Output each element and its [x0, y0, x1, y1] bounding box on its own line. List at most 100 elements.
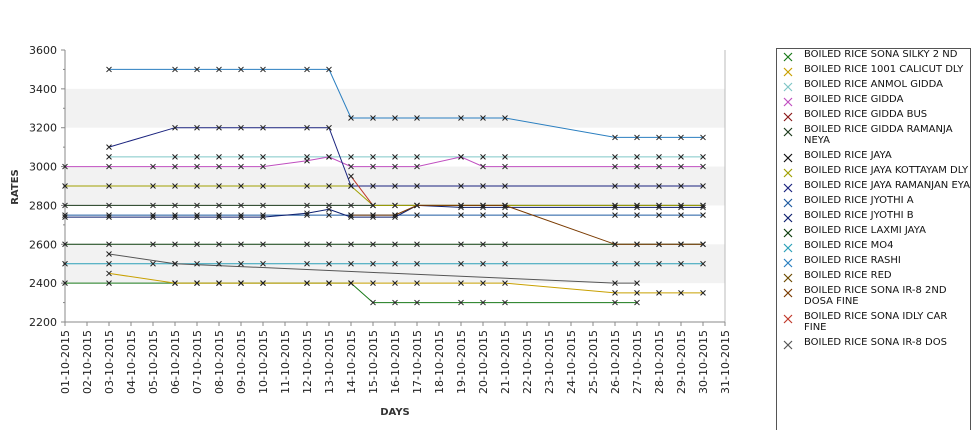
data-point	[612, 212, 618, 218]
data-point	[194, 260, 200, 267]
data-point	[216, 202, 222, 209]
data-point	[106, 251, 112, 257]
x-tick-label: 05-10-2015	[147, 330, 160, 394]
x-axis: 01-10-2015 02-10-2015 03-10-2015 04-10-2015…	[59, 321, 732, 394]
legend-item: BOILED RICE SONA IR-8 2ND DOSA FINE	[777, 285, 970, 307]
legend-item: BOILED RICE GIDDA RAMANJA NEYA	[777, 124, 970, 146]
data-point	[106, 241, 112, 248]
data-point	[348, 241, 354, 248]
data-point	[458, 154, 464, 160]
data-point	[260, 154, 266, 160]
data-point	[106, 183, 112, 189]
x-tick-label: 22-10-2015	[521, 330, 534, 394]
x-tick-label: 26-10-2015	[609, 330, 622, 394]
legend-marker-icon	[783, 112, 793, 122]
data-point	[678, 241, 684, 248]
data-point	[194, 280, 200, 286]
data-point	[480, 204, 486, 211]
x-tick-label: 27-10-2015	[631, 330, 644, 394]
data-point	[612, 290, 618, 296]
data-point	[238, 124, 244, 131]
legend-item: BOILED RICE ANMOL GIDDA	[777, 79, 970, 92]
legend-label: BOILED RICE GIDDA BUS	[804, 109, 928, 120]
data-point	[260, 66, 266, 73]
data-point	[502, 260, 508, 267]
data-point	[194, 183, 200, 189]
data-point	[656, 183, 662, 189]
data-point	[700, 204, 706, 211]
legend-item: BOILED RICE JAYA KOTTAYAM DLY	[777, 165, 970, 178]
legend-marker-icon	[783, 82, 793, 92]
data-point	[326, 124, 332, 131]
data-point	[634, 299, 640, 306]
data-point	[106, 260, 112, 267]
data-point	[238, 260, 244, 267]
data-point	[370, 260, 376, 267]
data-point	[62, 241, 68, 248]
data-point	[678, 290, 684, 296]
x-tick-label: 17-10-2015	[411, 330, 424, 394]
legend-label: BOILED RICE SONA IR-8 2ND DOSA FINE	[804, 285, 947, 307]
data-point	[480, 241, 486, 248]
data-point	[392, 214, 398, 220]
data-point	[634, 154, 640, 160]
data-point	[194, 154, 200, 160]
x-tick-label: 13-10-2015	[323, 330, 336, 394]
data-point	[392, 260, 398, 267]
data-point	[370, 214, 376, 220]
data-point	[150, 241, 156, 248]
data-point	[238, 183, 244, 189]
data-point	[414, 241, 420, 248]
legend-label: BOILED RICE JAYA RAMANJAN EYA	[804, 180, 970, 191]
data-point	[172, 124, 178, 131]
series-lines	[65, 68, 703, 304]
x-tick-label: 29-10-2015	[675, 330, 688, 394]
data-point	[348, 154, 354, 160]
data-point	[634, 260, 640, 267]
data-point	[700, 134, 706, 141]
data-point	[480, 115, 486, 121]
chart-legend: BOILED RICE SONA SILKY 2 ND BOILED RICE 1…	[776, 48, 971, 430]
data-point	[172, 212, 178, 218]
legend-item: BOILED RICE GIDDA BUS	[777, 109, 970, 122]
legend-label: BOILED RICE SONA IR-8 DOS	[804, 337, 947, 348]
data-point	[260, 124, 266, 131]
data-point	[62, 280, 68, 286]
data-point	[62, 202, 68, 209]
data-point	[502, 204, 508, 211]
y-tick-label: 2400	[29, 277, 57, 290]
x-tick-label: 16-10-2015	[389, 330, 402, 394]
data-point	[700, 163, 706, 170]
data-point	[458, 212, 464, 218]
data-point	[414, 154, 420, 160]
data-point	[414, 163, 420, 170]
data-point	[172, 163, 178, 170]
data-point	[700, 241, 706, 248]
data-point	[194, 163, 200, 170]
data-point	[216, 66, 222, 73]
data-point	[480, 260, 486, 267]
data-point	[348, 214, 354, 220]
grid-band	[65, 88, 725, 128]
data-point	[370, 202, 376, 209]
series-line-10	[65, 204, 703, 218]
data-point	[612, 154, 618, 160]
y-tick-label: 3200	[29, 122, 57, 135]
data-point	[150, 163, 156, 170]
legend-marker-icon	[783, 183, 793, 193]
data-point	[700, 260, 706, 267]
data-point	[172, 154, 178, 160]
data-point	[414, 202, 420, 209]
data-point	[458, 241, 464, 248]
data-point	[612, 202, 618, 209]
data-point	[370, 299, 376, 306]
data-point	[612, 204, 618, 211]
data-point	[612, 280, 618, 286]
data-point	[194, 66, 200, 73]
data-point	[304, 157, 310, 164]
data-point	[150, 260, 156, 267]
legend-marker-icon	[783, 153, 793, 163]
data-point	[370, 163, 376, 170]
series-line-13	[109, 68, 703, 138]
y-tick-label: 2200	[29, 316, 57, 329]
